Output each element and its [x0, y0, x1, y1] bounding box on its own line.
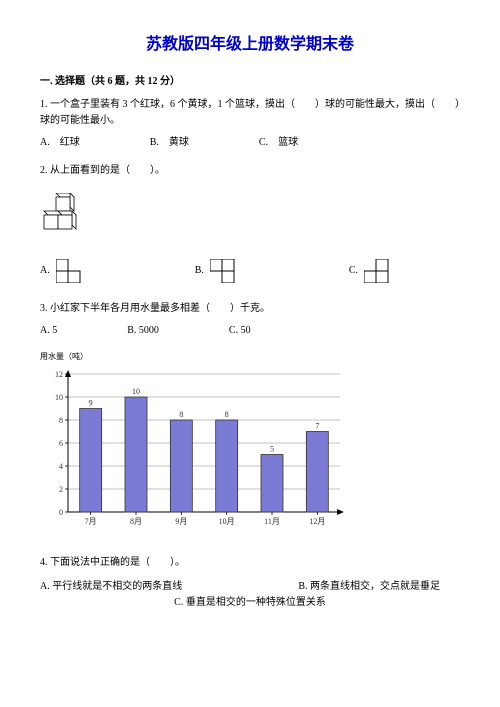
cube-stack-diagram [40, 193, 460, 241]
svg-text:4: 4 [59, 462, 63, 471]
bar-chart: 用水量（吨） 0 2 4 6 8 10 12 9 7月 10 8月 8 9月 8 10月 5 11月 7 12月 [40, 351, 460, 537]
svg-text:10: 10 [132, 387, 140, 396]
svg-text:2: 2 [59, 485, 63, 494]
q3-text: 3. 小红家下半年各月用水量最多相差（ ）千克。 [40, 301, 460, 317]
q2-optC: C. [349, 259, 400, 283]
shape-option-a [56, 259, 92, 283]
q2-optA: A. [40, 259, 92, 283]
q1-optA: A. 红球 [40, 135, 80, 151]
q2-options: A. B. C. [40, 259, 460, 283]
q2-text: 2. 从上面看到的是（ ）。 [40, 163, 460, 179]
shape-option-c [364, 259, 400, 283]
q2-optA-label: A. [40, 263, 50, 279]
q4-optA: A. 平行线就是不相交的两条直线 [40, 579, 182, 595]
q4-optC: C. 垂直是相交的一种特殊位置关系 [40, 595, 460, 611]
svg-text:11月: 11月 [264, 517, 280, 526]
chart-ylabel: 用水量（吨） [40, 351, 460, 362]
q4-optB: B. 两条直线相交，交点就是垂足 [298, 579, 440, 595]
q4-options: A. 平行线就是不相交的两条直线 B. 两条直线相交，交点就是垂足 C. 垂直是… [40, 579, 460, 611]
page-title: 苏教版四年级上册数学期末卷 [40, 30, 460, 54]
svg-text:8: 8 [225, 410, 229, 419]
q3-options: A. 5 B. 5000 C. 50 [40, 323, 460, 339]
q2-optB-label: B. [195, 263, 204, 279]
shape-option-b [210, 259, 246, 283]
q3-optA: A. 5 [40, 323, 57, 339]
svg-text:9: 9 [89, 399, 93, 408]
svg-text:12月: 12月 [309, 517, 325, 526]
svg-text:12: 12 [55, 370, 63, 379]
q1-text: 1. 一个盒子里装有 3 个红球，6 个黄球，1 个篮球，摸出（ ）球的可能性最… [40, 97, 460, 129]
q1-optC: C. 篮球 [259, 135, 298, 151]
q1-options: A. 红球 B. 黄球 C. 篮球 [40, 135, 460, 151]
svg-text:8: 8 [179, 410, 183, 419]
q3-optB: B. 5000 [127, 323, 159, 339]
svg-text:7: 7 [315, 422, 319, 431]
svg-text:10: 10 [55, 393, 63, 402]
question-4: 4. 下面说法中正确的是（ ）。 A. 平行线就是不相交的两条直线 B. 两条直… [40, 555, 460, 611]
question-3: 3. 小红家下半年各月用水量最多相差（ ）千克。 A. 5 B. 5000 C.… [40, 301, 460, 339]
q1-optB: B. 黄球 [150, 135, 189, 151]
svg-text:8: 8 [59, 416, 63, 425]
question-1: 1. 一个盒子里装有 3 个红球，6 个黄球，1 个篮球，摸出（ ）球的可能性最… [40, 97, 460, 151]
q2-optC-label: C. [349, 263, 358, 279]
svg-text:7月: 7月 [85, 517, 97, 526]
q4-text: 4. 下面说法中正确的是（ ）。 [40, 555, 460, 571]
chart-svg: 0 2 4 6 8 10 12 9 7月 10 8月 8 9月 8 10月 5 11月 7 12月 [40, 364, 350, 534]
svg-text:0: 0 [59, 508, 63, 517]
q3-optC: C. 50 [229, 323, 251, 339]
svg-text:9月: 9月 [175, 517, 187, 526]
svg-text:8月: 8月 [130, 517, 142, 526]
q2-optB: B. [195, 259, 246, 283]
svg-text:10月: 10月 [219, 517, 235, 526]
svg-text:6: 6 [59, 439, 63, 448]
question-2: 2. 从上面看到的是（ ）。 A. [40, 163, 460, 283]
svg-text:5: 5 [270, 445, 274, 454]
section-header: 一. 选择题（共 6 题，共 12 分） [40, 72, 460, 87]
